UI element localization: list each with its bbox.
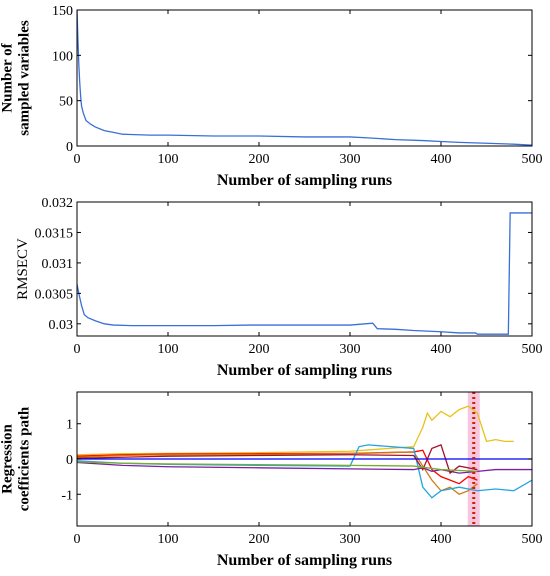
plot-area bbox=[77, 10, 532, 146]
y-tick-label: 50 bbox=[59, 95, 73, 110]
y-tick-label: 0 bbox=[66, 453, 73, 468]
x-tick-label: 500 bbox=[522, 532, 543, 547]
x-tick-label: 0 bbox=[74, 342, 81, 357]
x-tick-label: 100 bbox=[158, 152, 179, 167]
x-tick-label: 300 bbox=[340, 342, 361, 357]
y-tick-label: 0.03 bbox=[49, 318, 74, 333]
series-line-1 bbox=[77, 449, 478, 485]
y-tick-label: 150 bbox=[52, 4, 73, 19]
x-axis-label: Number of sampling runs bbox=[217, 172, 392, 189]
series-line-2 bbox=[77, 451, 478, 495]
y-tick-label: 0.031 bbox=[42, 257, 74, 272]
y-tick-label: 0.0305 bbox=[35, 287, 74, 302]
y-axis-label: coefficients path bbox=[17, 406, 33, 511]
x-tick-label: 200 bbox=[249, 532, 270, 547]
series-line-0 bbox=[77, 212, 532, 335]
x-tick-label: 0 bbox=[74, 152, 81, 167]
x-tick-label: 200 bbox=[249, 342, 270, 357]
x-tick-label: 300 bbox=[340, 532, 361, 547]
y-tick-label: -1 bbox=[61, 488, 73, 503]
axes-frame bbox=[76, 201, 533, 337]
x-tick-label: 300 bbox=[340, 152, 361, 167]
x-tick-label: 400 bbox=[431, 342, 452, 357]
plot-area bbox=[77, 392, 532, 526]
y-axis-label: Number of bbox=[0, 42, 16, 112]
y-axis-label: RMSECV bbox=[15, 238, 31, 300]
y-tick-label: 0.0315 bbox=[35, 226, 74, 241]
x-axis-label: Number of sampling runs bbox=[217, 362, 392, 379]
x-tick-label: 0 bbox=[74, 532, 81, 547]
series-line-0 bbox=[77, 10, 532, 146]
x-tick-label: 500 bbox=[522, 342, 543, 357]
chart-regression-coefficients: 0 100 200 300 400 500 -1 0 1 Number of sampling r… bbox=[0, 391, 543, 569]
chart-rmsecv: 0 100 200 300 400 500 0.03 0.0305 0.031 0.0315 0.0… bbox=[15, 196, 543, 379]
x-tick-label: 200 bbox=[249, 152, 270, 167]
series-line-4 bbox=[77, 461, 532, 474]
y-tick-label: 100 bbox=[52, 49, 73, 64]
x-axis-label: Number of sampling runs bbox=[217, 552, 392, 569]
series-line-3 bbox=[77, 444, 532, 499]
plot-area bbox=[77, 212, 532, 335]
y-tick-label: 0.032 bbox=[42, 196, 74, 211]
x-tick-label: 500 bbox=[522, 152, 543, 167]
x-tick-label: 100 bbox=[158, 342, 179, 357]
x-tick-label: 400 bbox=[431, 152, 452, 167]
y-tick-label: 0 bbox=[66, 140, 73, 155]
chart-sampled-variables: 0 100 200 300 400 500 0 50 100 150 Number of sampl… bbox=[0, 4, 543, 189]
y-axis-label: Regression bbox=[0, 423, 16, 493]
series-line-0 bbox=[77, 405, 514, 456]
series-line-6 bbox=[77, 461, 478, 472]
x-tick-label: 100 bbox=[158, 532, 179, 547]
series-line-5 bbox=[77, 444, 478, 475]
y-tick-label: 1 bbox=[66, 418, 73, 433]
y-axis-label: sampled variables bbox=[17, 20, 33, 136]
axes-frame bbox=[76, 9, 533, 147]
x-tick-label: 400 bbox=[431, 532, 452, 547]
